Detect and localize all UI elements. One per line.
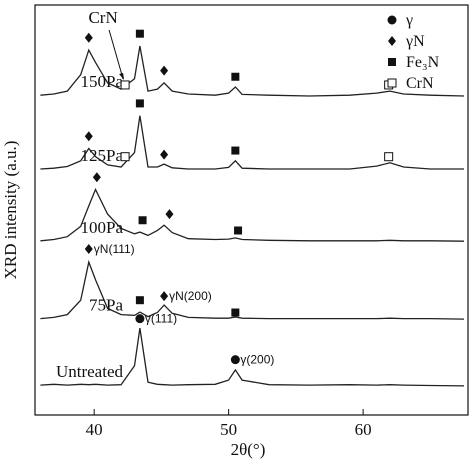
peak-label: γN(111) — [94, 242, 135, 256]
phase-marker — [135, 314, 145, 324]
xrd-curve — [40, 45, 465, 97]
legend-label: γ — [405, 12, 413, 29]
legend-label: CrN — [406, 75, 434, 92]
phase-marker — [120, 152, 130, 162]
legend-marker — [388, 58, 396, 66]
xrd-curve — [40, 187, 465, 242]
callout-label: CrN — [88, 8, 117, 27]
legend-marker — [388, 36, 396, 46]
phase-marker — [135, 296, 144, 305]
phase-marker — [84, 32, 93, 43]
x-axis-label: 2θ(°) — [231, 440, 266, 459]
peak-label: γ(111) — [145, 312, 177, 326]
phase-marker — [234, 226, 243, 235]
phase-marker — [160, 149, 169, 160]
phase-marker — [120, 80, 130, 90]
phase-marker — [160, 65, 169, 76]
phase-marker — [92, 172, 101, 183]
series-label: 75Pa — [89, 296, 123, 315]
phase-marker — [138, 216, 147, 225]
xrd-curve — [40, 328, 465, 387]
legend-marker — [387, 15, 397, 25]
series-label: 125Pa — [81, 146, 124, 165]
phase-marker — [160, 291, 169, 302]
phase-marker — [165, 209, 174, 220]
phase-marker — [231, 146, 240, 155]
phase-marker — [230, 355, 240, 365]
phase-marker — [231, 308, 240, 317]
series-label: 150Pa — [81, 72, 124, 91]
plot-frame — [34, 4, 469, 416]
x-tick-label: 50 — [220, 420, 237, 439]
x-tick-label: 60 — [355, 420, 372, 439]
x-tick-label: 40 — [86, 420, 103, 439]
callout-arrow — [108, 29, 124, 80]
callout-arrowhead — [119, 72, 125, 80]
series-label: Untreated — [56, 362, 124, 381]
xrd-curve — [40, 115, 464, 170]
phase-marker — [384, 152, 394, 162]
xrd-curve — [40, 259, 465, 320]
legend-label: Fe₃N — [406, 54, 440, 71]
phase-marker — [84, 243, 93, 254]
phase-marker — [135, 99, 144, 108]
phase-marker — [135, 29, 144, 38]
phase-marker — [84, 131, 93, 142]
legend-label: γN — [405, 33, 425, 50]
series-label: 100Pa — [81, 218, 124, 237]
phase-marker — [231, 72, 240, 81]
peak-label: γN(200) — [169, 289, 212, 303]
legend-marker — [387, 78, 397, 88]
y-axis-label: XRD intensity (a.u.) — [1, 141, 20, 280]
peak-label: γ(200) — [240, 353, 274, 367]
